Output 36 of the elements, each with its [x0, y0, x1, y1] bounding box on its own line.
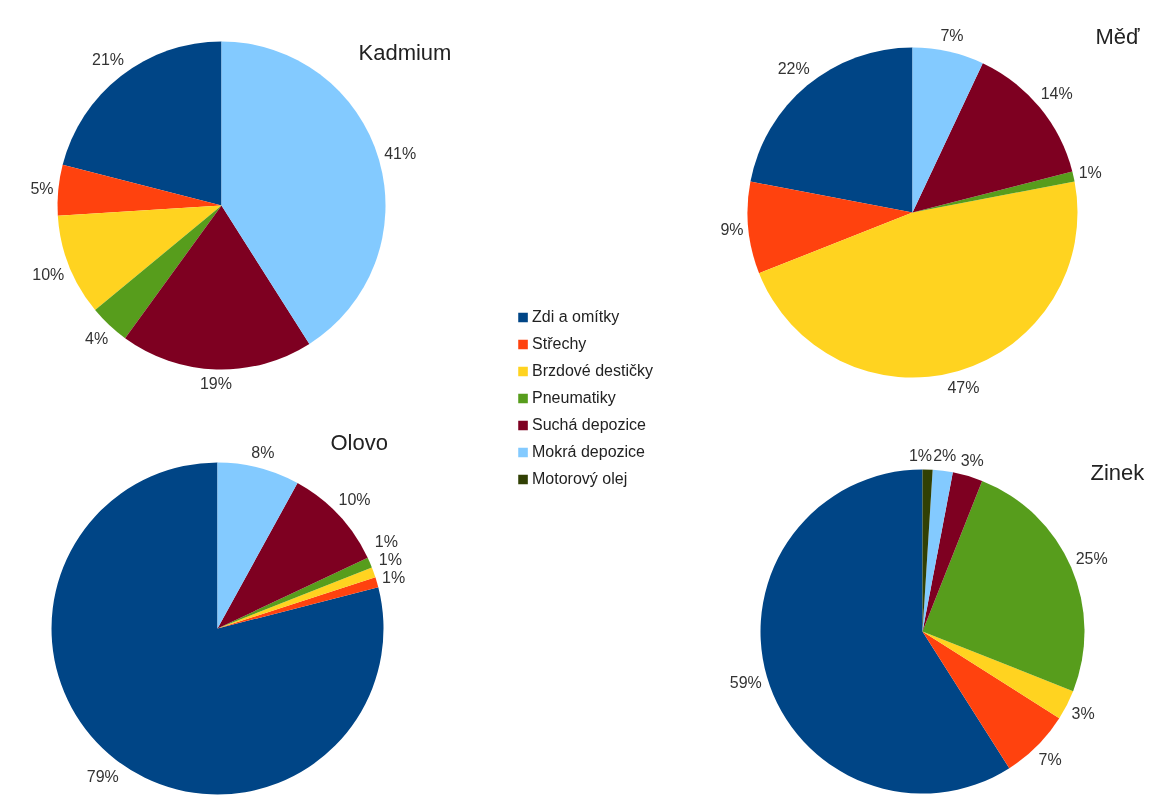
data-label: 47% — [947, 379, 980, 397]
legend-label: Mokrá depozice — [532, 442, 645, 461]
data-label: 1% — [1078, 164, 1102, 182]
data-label: 4% — [85, 329, 109, 347]
data-label: 22% — [777, 60, 810, 78]
data-label: 1% — [382, 568, 406, 586]
data-label: 19% — [199, 375, 232, 393]
data-label: 41% — [384, 145, 417, 163]
legend-label: Brzdové destičky — [532, 361, 653, 380]
slice-label: Kadmium — [358, 40, 452, 65]
data-label: 3% — [1071, 704, 1095, 722]
data-label: 7% — [1038, 750, 1062, 768]
data-label: 25% — [1075, 549, 1108, 567]
data-label: 79% — [86, 767, 119, 785]
data-label: 2% — [933, 447, 957, 465]
legend-label: Motorový olej — [532, 469, 628, 488]
legend-label: Suchá depozice — [532, 415, 646, 434]
data-label: 1% — [378, 550, 402, 568]
slice-label: Zinek — [1090, 460, 1146, 485]
data-label: 10% — [32, 265, 65, 283]
legend-label: Pneumatiky — [532, 388, 616, 407]
data-label: 1% — [374, 532, 398, 550]
data-label: 5% — [30, 180, 54, 198]
data-label: 14% — [1040, 84, 1073, 102]
slice-label: Měď — [1095, 24, 1141, 49]
data-label: 10% — [338, 491, 371, 509]
legend-label: Zdi a omítky — [532, 307, 620, 326]
data-label: 1% — [908, 446, 933, 464]
slice-label: Olovo — [330, 430, 388, 455]
data-label: 3% — [960, 451, 984, 469]
data-label: 7% — [940, 27, 964, 45]
legend-label: Střechy — [532, 334, 587, 353]
data-label: 59% — [729, 674, 762, 692]
data-label: 21% — [92, 50, 125, 68]
data-label: 8% — [251, 443, 275, 461]
data-label: 9% — [720, 221, 744, 239]
